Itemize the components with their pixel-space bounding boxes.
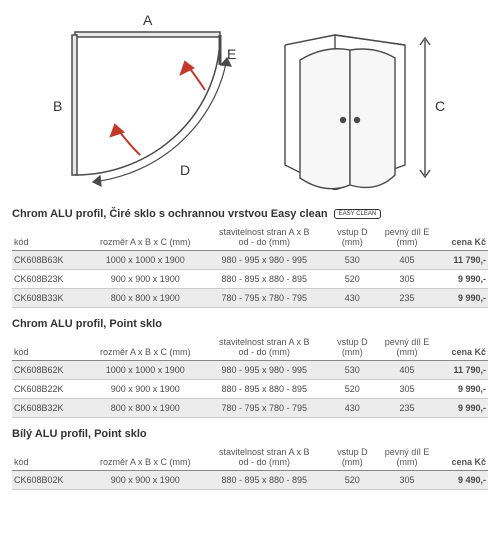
easy-clean-badge: EASY CLEAN (334, 209, 382, 219)
label-C: C (435, 98, 445, 114)
col-header: stavitelnost stran A x Bod - do (mm) (202, 334, 326, 361)
cell: 11 790,- (436, 251, 488, 270)
cell: 430 (326, 289, 378, 308)
cell: 880 - 895 x 880 - 895 (202, 380, 326, 399)
cell: CK608B62K (12, 361, 88, 380)
table-row: CK608B62K1000 x 1000 x 1900980 - 995 x 9… (12, 361, 488, 380)
label-B: B (53, 98, 62, 114)
col-header: kód (12, 224, 88, 251)
cell: CK608B23K (12, 270, 88, 289)
cell: 780 - 795 x 780 - 795 (202, 399, 326, 418)
cell: 305 (379, 380, 436, 399)
col-header: kód (12, 444, 88, 471)
col-header: vstup D(mm) (326, 444, 378, 471)
section-title: Chrom ALU profil, Čiré sklo s ochrannou … (12, 208, 488, 220)
cell: 980 - 995 x 980 - 995 (202, 251, 326, 270)
label-D: D (180, 162, 190, 178)
cell: 1000 x 1000 x 1900 (88, 361, 202, 380)
label-E: E (227, 46, 236, 62)
cell: 430 (326, 399, 378, 418)
cell: 980 - 995 x 980 - 995 (202, 361, 326, 380)
cell: 405 (379, 251, 436, 270)
cell: 235 (379, 289, 436, 308)
diagram-top-view: A B D E (45, 10, 235, 190)
table-row: CK608B63K1000 x 1000 x 1900980 - 995 x 9… (12, 251, 488, 270)
cell: 800 x 800 x 1900 (88, 399, 202, 418)
col-header: rozměr A x B x C (mm) (88, 444, 202, 471)
table-row: CK608B02K900 x 900 x 1900880 - 895 x 880… (12, 471, 488, 490)
section-title: Chrom ALU profil, Point sklo (12, 318, 488, 330)
cell: 520 (326, 380, 378, 399)
cell: CK608B33K (12, 289, 88, 308)
cell: 11 790,- (436, 361, 488, 380)
table-row: CK608B33K800 x 800 x 1900780 - 795 x 780… (12, 289, 488, 308)
col-header: rozměr A x B x C (mm) (88, 224, 202, 251)
diagrams-row: A B D E (12, 10, 488, 190)
cell: 520 (326, 270, 378, 289)
col-header: pevný díl E(mm) (379, 334, 436, 361)
col-header: cena Kč (436, 334, 488, 361)
cell: 9 990,- (436, 270, 488, 289)
pricing-table: kódrozměr A x B x C (mm)stavitelnost str… (12, 224, 488, 308)
cell: 9 490,- (436, 471, 488, 490)
col-header: rozměr A x B x C (mm) (88, 334, 202, 361)
col-header: stavitelnost stran A x Bod - do (mm) (202, 444, 326, 471)
col-header: vstup D(mm) (326, 334, 378, 361)
cell: 1000 x 1000 x 1900 (88, 251, 202, 270)
diagram-3d-view: C (265, 10, 455, 190)
section-title: Bílý ALU profil, Point sklo (12, 428, 488, 440)
cell: 900 x 900 x 1900 (88, 270, 202, 289)
col-header: vstup D(mm) (326, 224, 378, 251)
cell: 405 (379, 361, 436, 380)
col-header: stavitelnost stran A x Bod - do (mm) (202, 224, 326, 251)
col-header: pevný díl E(mm) (379, 444, 436, 471)
cell: 530 (326, 251, 378, 270)
cell: 800 x 800 x 1900 (88, 289, 202, 308)
cell: 900 x 900 x 1900 (88, 380, 202, 399)
cell: 780 - 795 x 780 - 795 (202, 289, 326, 308)
cell: 305 (379, 471, 436, 490)
cell: 520 (326, 471, 378, 490)
cell: 9 990,- (436, 289, 488, 308)
pricing-table: kódrozměr A x B x C (mm)stavitelnost str… (12, 334, 488, 418)
pricing-table: kódrozměr A x B x C (mm)stavitelnost str… (12, 444, 488, 490)
cell: 530 (326, 361, 378, 380)
cell: CK608B22K (12, 380, 88, 399)
cell: 9 990,- (436, 380, 488, 399)
cell: 880 - 895 x 880 - 895 (202, 471, 326, 490)
cell: 235 (379, 399, 436, 418)
cell: CK608B02K (12, 471, 88, 490)
cell: CK608B63K (12, 251, 88, 270)
col-header: cena Kč (436, 444, 488, 471)
label-A: A (143, 12, 152, 28)
table-row: CK608B23K900 x 900 x 1900880 - 895 x 880… (12, 270, 488, 289)
cell: CK608B32K (12, 399, 88, 418)
table-row: CK608B32K800 x 800 x 1900780 - 795 x 780… (12, 399, 488, 418)
col-header: kód (12, 334, 88, 361)
cell: 9 990,- (436, 399, 488, 418)
cell: 880 - 895 x 880 - 895 (202, 270, 326, 289)
cell: 305 (379, 270, 436, 289)
col-header: cena Kč (436, 224, 488, 251)
col-header: pevný díl E(mm) (379, 224, 436, 251)
cell: 900 x 900 x 1900 (88, 471, 202, 490)
table-row: CK608B22K900 x 900 x 1900880 - 895 x 880… (12, 380, 488, 399)
